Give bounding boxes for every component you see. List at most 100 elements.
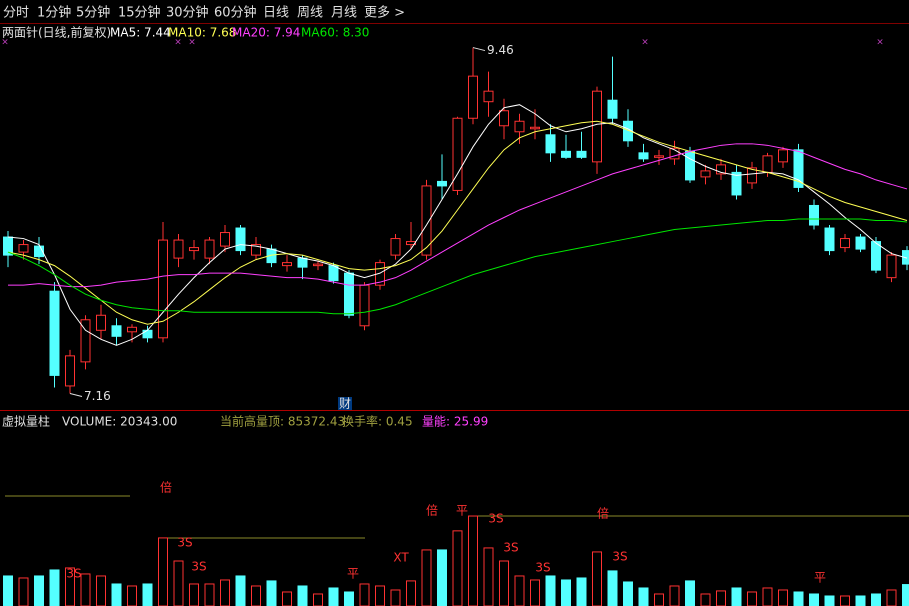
volume-bar [251,585,261,606]
candle-body [685,150,695,181]
legend-entry: MA10: 7.68 [168,26,236,40]
candle-body [111,325,122,337]
candle-body [204,239,215,259]
volume-bar [700,593,711,606]
volume-bar [902,584,909,606]
candle-body [607,99,618,119]
volume-bar [654,593,664,606]
volume-bar [468,515,478,606]
volume-bar [235,575,246,606]
candle-body [80,319,91,363]
cross: × [174,38,182,48]
candle-body [189,247,199,252]
legend-entry: MA60: 8.30 [301,26,369,40]
ma-line [7,218,908,315]
low-arrow [69,392,83,397]
candle-body [142,329,153,339]
candle-body [824,227,835,252]
volume-bar [778,589,788,606]
menu-item[interactable]: 15分钟 [118,5,161,21]
signal-label: 3S [177,536,192,550]
volume-bar [204,583,215,606]
menu-item[interactable]: 周线 [297,6,323,21]
volume-stat: VOLUME: 20343.00 [62,415,177,429]
legend-entry: MA5: 7.44 [110,26,171,40]
candle-body [344,272,354,316]
candle-body [669,147,680,160]
menu-item[interactable]: 30分钟 [166,5,209,21]
candle-body [762,155,773,173]
volume-bar [390,589,401,606]
signal-label: 3S [191,560,206,574]
candle-body [328,265,339,282]
volume-bar [96,575,106,606]
volume-bar [793,591,804,606]
signal-label: 平 [347,567,359,581]
candle-body [499,110,509,127]
volume-bar [499,560,509,606]
candle-body [778,149,788,163]
candle-body [359,284,370,327]
legend-entry: MA20: 7.94 [232,26,300,40]
stock-title: 两面针(日线,前复权) [2,25,111,40]
signal-label: 平 [456,504,468,518]
candle-body [700,170,711,178]
candle-body [747,167,757,184]
high-label: 9.46 [487,43,514,57]
signal-label: XT [393,551,409,565]
volume-bar [638,587,649,606]
menu-item[interactable]: 60分钟 [214,5,257,21]
menu-item[interactable]: 更多 > [364,5,405,21]
candle-body [158,239,168,339]
signal-label: 3S [535,561,550,575]
volume-bar [607,570,618,606]
ma-line [8,143,908,288]
candle-body [251,244,261,256]
candle-body [34,245,44,258]
volume-bar [359,583,370,606]
volume-bar [824,595,835,606]
volume-bar [127,585,137,606]
menu-item[interactable]: 1分钟 [37,5,71,21]
menu-item[interactable]: 月线 [331,6,357,21]
volume-bar [561,579,571,606]
volume-bar [18,577,29,606]
candle-body [654,155,664,158]
cross: × [641,38,649,48]
volume-bar [747,591,757,606]
menu-item[interactable]: 5分钟 [76,5,110,21]
volume-bar [344,591,354,606]
volume-stat: 量能: 25.99 [422,415,488,429]
volume-bar [80,573,91,606]
cross: × [876,38,884,48]
candle-body [421,185,432,256]
volume-bar [452,530,463,606]
event-marker[interactable]: 财 [339,397,351,411]
candle-body [483,90,494,103]
ma-line [7,104,908,346]
volume-bar [576,577,587,606]
menu-item[interactable]: 日线 [263,6,289,21]
candle-body [592,90,602,163]
candle-body [390,238,401,256]
volume-bar [762,587,773,606]
candle-body [840,238,850,249]
candle-body [793,149,804,188]
menu-item[interactable]: 分时 [3,6,29,21]
volume-stat: 当前高量顶: 85372.43 [220,414,345,429]
candle-body [49,290,60,376]
candle-body [235,227,246,252]
volume-bar [716,590,726,606]
candle-body [65,355,75,387]
volume-bar [173,560,184,606]
volume-bar [483,547,494,606]
candle-body [530,126,540,130]
signal-label: 倍 [160,480,172,495]
candle-body [576,150,587,158]
volume-bar [266,580,277,606]
signal-label: 3S [612,550,627,564]
volume-bar [437,549,447,606]
candle-body [809,204,819,226]
